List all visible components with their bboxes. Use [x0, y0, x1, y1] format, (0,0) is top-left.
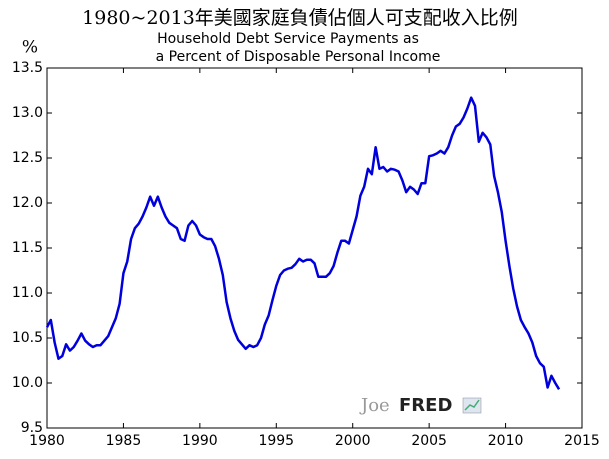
y-tick-label: 11.5 — [12, 240, 43, 256]
y-axis-label: % — [22, 38, 38, 58]
watermark: Joe — [359, 395, 390, 416]
x-tick-label: 2005 — [411, 433, 447, 449]
y-tick-label: 10.5 — [12, 330, 43, 346]
y-tick-label: 13.5 — [12, 60, 43, 76]
x-tick-label: 1990 — [182, 433, 218, 449]
x-tick-label: 1980 — [29, 433, 65, 449]
y-tick-label: 10.0 — [12, 375, 43, 391]
watermark-icon — [464, 399, 480, 411]
y-tick-label: 9.5 — [21, 420, 43, 436]
plot-frame — [46, 67, 583, 429]
y-tick-label: 11.0 — [12, 285, 43, 301]
y-tick-label: 13.0 — [12, 105, 43, 121]
chart-subtitle: Household Debt Service Payments as — [157, 31, 419, 47]
y-tick-label: 12.0 — [12, 195, 43, 211]
y-tick-label: 12.5 — [12, 150, 43, 166]
watermark: FRED — [399, 395, 452, 416]
chart-title: 1980~2013年美國家庭負債佔個人可支配收入比例 — [82, 7, 518, 29]
x-tick-label: 1985 — [106, 433, 142, 449]
chart-subtitle: a Percent of Disposable Personal Income — [156, 49, 441, 65]
x-tick-label: 2000 — [335, 433, 371, 449]
x-tick-label: 2010 — [488, 433, 524, 449]
x-tick-label: 2015 — [564, 433, 600, 449]
data-line — [45, 96, 561, 390]
x-tick-label: 1995 — [258, 433, 294, 449]
